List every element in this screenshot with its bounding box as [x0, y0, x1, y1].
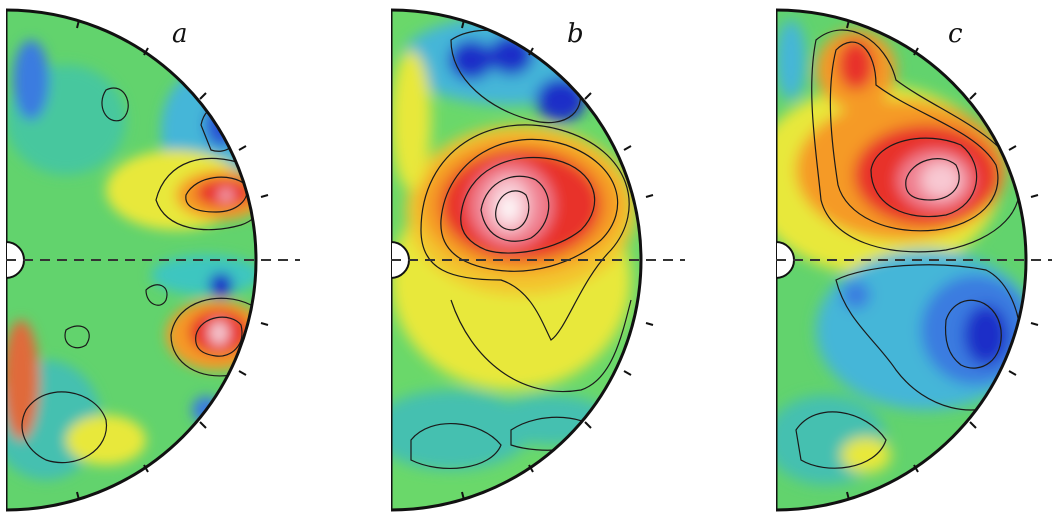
panel-label-c: c — [948, 19, 963, 49]
panel-c-boundary-arc — [776, 8, 1028, 512]
panel-c-field — [776, 10, 1026, 510]
panel-c-contours — [795, 29, 1022, 469]
panel-b-ticks — [461, 19, 654, 501]
panel-b-boundary-arc — [391, 8, 643, 512]
panel-a-ticks — [76, 19, 269, 501]
panel-a: a — [6, 0, 300, 515]
panel-label-a: a — [172, 19, 188, 49]
panel-c-ticks — [846, 19, 1039, 501]
panel-b-plot: b — [391, 8, 685, 512]
panel-b-contours — [410, 29, 632, 470]
panel-c: c — [776, 0, 1052, 515]
panel-a-boundary-arc — [6, 8, 258, 512]
panel-label-b: b — [567, 19, 584, 49]
panel-a-plot: a — [6, 8, 300, 512]
panel-b: b — [391, 0, 685, 515]
panel-c-plot: c — [776, 8, 1052, 512]
panel-a-contours — [21, 87, 256, 464]
